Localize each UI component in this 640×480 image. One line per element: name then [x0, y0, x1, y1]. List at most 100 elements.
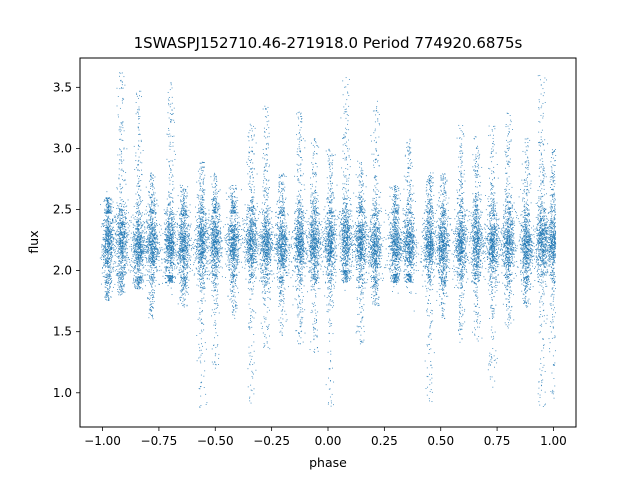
- data-point: [109, 225, 111, 227]
- data-point: [166, 245, 168, 246]
- data-point: [174, 268, 176, 270]
- data-point: [150, 279, 152, 281]
- data-point: [151, 233, 153, 235]
- data-point: [187, 243, 189, 245]
- data-point: [184, 205, 186, 207]
- data-point: [110, 252, 112, 254]
- data-point: [165, 223, 167, 225]
- data-point: [105, 244, 107, 246]
- data-point: [120, 254, 121, 256]
- data-point: [147, 244, 148, 246]
- data-point: [113, 249, 114, 251]
- data-point: [143, 250, 145, 252]
- data-point: [152, 241, 154, 243]
- data-point: [142, 200, 144, 202]
- data-point: [203, 162, 205, 164]
- data-point: [169, 231, 171, 233]
- data-point: [184, 292, 186, 294]
- data-point: [121, 251, 123, 252]
- data-point: [132, 240, 134, 242]
- data-point: [118, 275, 120, 277]
- data-point: [152, 177, 154, 179]
- data-point: [179, 236, 181, 237]
- data-point: [143, 236, 145, 238]
- data-point: [180, 222, 182, 224]
- data-point: [181, 254, 183, 256]
- data-point: [133, 242, 135, 244]
- data-point: [108, 247, 110, 248]
- data-point: [153, 245, 155, 247]
- data-point: [164, 224, 166, 225]
- data-point: [164, 213, 166, 215]
- data-point: [107, 230, 109, 232]
- data-point: [169, 278, 171, 280]
- data-point: [197, 240, 199, 242]
- data-point: [151, 232, 153, 234]
- data-point: [150, 208, 151, 210]
- data-point: [170, 235, 172, 237]
- data-point: [148, 239, 150, 241]
- data-point: [199, 248, 201, 250]
- data-point: [146, 251, 148, 253]
- data-point: [120, 220, 121, 222]
- data-point: [202, 205, 204, 207]
- data-point: [168, 104, 170, 106]
- data-point: [108, 208, 110, 210]
- data-point: [136, 220, 138, 222]
- data-point: [202, 234, 204, 236]
- data-point: [116, 233, 118, 235]
- data-point: [140, 232, 141, 233]
- data-point: [138, 235, 140, 237]
- data-point: [142, 223, 144, 225]
- data-point: [147, 265, 149, 267]
- data-point: [111, 212, 112, 214]
- data-point: [152, 184, 154, 186]
- data-point: [182, 287, 184, 288]
- data-point: [202, 266, 204, 267]
- data-point: [110, 232, 111, 234]
- data-point: [184, 235, 186, 237]
- data-point: [106, 279, 108, 281]
- data-point: [125, 226, 127, 228]
- data-point: [169, 241, 171, 243]
- data-point: [203, 234, 205, 236]
- data-point: [108, 254, 110, 255]
- data-point: [138, 207, 140, 209]
- data-point: [140, 253, 142, 255]
- data-point: [104, 230, 106, 232]
- data-point: [118, 235, 120, 237]
- data-point: [147, 297, 149, 299]
- data-point: [105, 223, 107, 225]
- data-point: [148, 215, 150, 217]
- data-point: [170, 287, 172, 289]
- data-point: [121, 231, 123, 233]
- data-point: [151, 177, 153, 179]
- data-point: [135, 262, 137, 264]
- data-point: [126, 262, 128, 264]
- data-point: [139, 244, 141, 245]
- data-point: [110, 248, 112, 250]
- data-point: [106, 232, 108, 234]
- data-point: [182, 283, 184, 284]
- data-point: [125, 229, 127, 231]
- data-point: [117, 234, 119, 236]
- data-point: [166, 265, 168, 267]
- data-point: [124, 231, 126, 233]
- data-point: [167, 247, 169, 249]
- data-point: [153, 211, 155, 213]
- data-point: [151, 254, 152, 256]
- data-point: [121, 81, 123, 83]
- data-point: [129, 220, 130, 222]
- data-point: [167, 256, 169, 258]
- data-point: [152, 270, 154, 271]
- data-point: [150, 282, 151, 284]
- data-point: [180, 227, 182, 229]
- data-point: [138, 140, 140, 142]
- data-point: [150, 244, 152, 246]
- data-point: [117, 241, 119, 243]
- data-point: [202, 268, 204, 269]
- data-point: [202, 255, 204, 256]
- data-point: [149, 239, 151, 241]
- data-point: [182, 293, 184, 295]
- data-point: [121, 281, 123, 283]
